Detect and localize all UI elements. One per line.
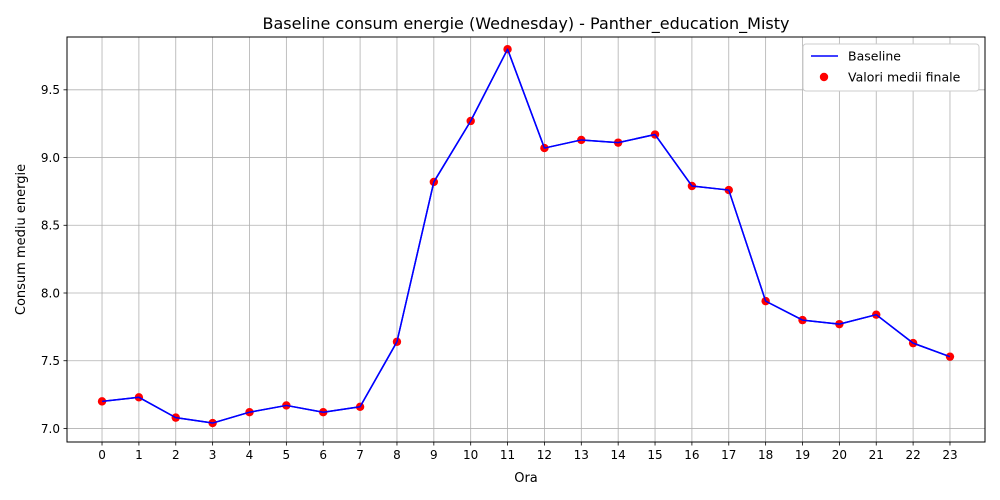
x-tick-label: 16	[684, 448, 699, 462]
y-tick-label: 9.0	[41, 151, 60, 165]
x-tick-label: 4	[246, 448, 254, 462]
x-tick-label: 14	[611, 448, 626, 462]
x-tick-label: 23	[942, 448, 957, 462]
legend-box	[802, 43, 980, 92]
x-tick-label: 5	[283, 448, 291, 462]
x-tick-label: 0	[98, 448, 106, 462]
x-tick-label: 15	[647, 448, 662, 462]
x-tick-label: 17	[721, 448, 736, 462]
x-tick-label: 13	[574, 448, 589, 462]
grid	[67, 37, 985, 442]
x-tick-label: 20	[832, 448, 847, 462]
legend-label-valori: Valori medii finale	[848, 70, 961, 85]
x-tick-label: 21	[869, 448, 884, 462]
x-tick-label: 6	[319, 448, 327, 462]
x-tick-label: 11	[500, 448, 515, 462]
x-tick-label: 8	[393, 448, 401, 462]
x-tick-label: 12	[537, 448, 552, 462]
y-tick-label: 9.5	[41, 83, 60, 97]
x-tick-label: 19	[795, 448, 810, 462]
legend-label-baseline: Baseline	[848, 49, 901, 64]
y-axis-label: Consum mediu energie	[14, 164, 29, 315]
plot-frame	[66, 36, 986, 443]
x-axis-label: Ora	[514, 471, 538, 486]
x-tick-label: 1	[135, 448, 143, 462]
x-tick-label: 3	[209, 448, 217, 462]
y-tick-label: 8.5	[41, 219, 60, 233]
x-tick-label: 18	[758, 448, 773, 462]
x-tick-label: 7	[356, 448, 364, 462]
x-tick-label: 9	[430, 448, 438, 462]
x-tick-label: 22	[905, 448, 920, 462]
x-tick-label: 10	[463, 448, 478, 462]
series-layer	[97, 44, 955, 428]
y-tick-label: 7.0	[41, 422, 60, 436]
x-tick-label: 2	[172, 448, 180, 462]
chart-title: Baseline consum energie (Wednesday) - Pa…	[263, 14, 790, 34]
ticks: 0 1 2 3 4 5 6 7 8 9 10 11 12 13 14 15 16 17 18 19 20 21 22 237.…	[41, 83, 958, 462]
legend-marker-swatch	[819, 72, 829, 82]
y-tick-label: 8.0	[41, 286, 60, 300]
legend: Baseline Valori medii finale	[802, 43, 980, 92]
series-line-baseline-overlay	[101, 48, 951, 424]
y-tick-label: 7.5	[41, 354, 60, 368]
